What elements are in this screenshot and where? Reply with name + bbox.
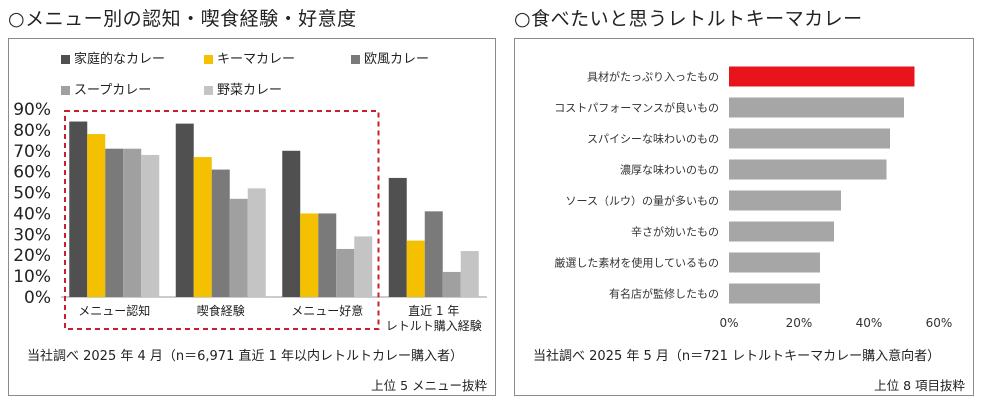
left-category-label-1: 喫食経験 bbox=[197, 303, 245, 318]
left-y-tick-5: 50% bbox=[13, 184, 51, 204]
legend-item-0: 家庭的なカレー bbox=[61, 48, 165, 67]
right-category-label-1: コストパフォーマンスが良いもの bbox=[554, 101, 719, 115]
left-chart-title: ○メニュー別の認知・喫食経験・好意度 bbox=[8, 8, 357, 30]
left-category-label-3: 直近 1 年 bbox=[408, 304, 459, 318]
right-category-label-0: 具材がたっぷり入ったもの bbox=[587, 70, 719, 84]
legend-item-3: スープカレー bbox=[61, 79, 151, 98]
legend-swatch-0 bbox=[61, 55, 70, 64]
left-bar-2-3 bbox=[336, 248, 355, 297]
left-bar-3-4 bbox=[460, 251, 479, 297]
right-bar-1 bbox=[729, 97, 904, 118]
left-bar-1-1 bbox=[193, 157, 212, 297]
legend-item-1: キーマカレー bbox=[204, 48, 295, 67]
right-bar-5 bbox=[729, 221, 834, 242]
legend-swatch-3 bbox=[61, 86, 70, 95]
right-x-tick-2: 40% bbox=[856, 316, 883, 330]
left-bar-2-2 bbox=[318, 213, 337, 297]
right-category-label-6: 厳選した素材を使用しているもの bbox=[554, 256, 719, 270]
right-category-label-3: 濃厚な味わいのもの bbox=[620, 163, 719, 177]
left-y-tick-1: 10% bbox=[13, 267, 51, 287]
right-bar-4 bbox=[729, 190, 841, 211]
left-category-label-0: メニュー認知 bbox=[78, 303, 150, 318]
legend-item-2: 欧風カレー bbox=[351, 48, 429, 67]
legend-swatch-4 bbox=[204, 86, 213, 95]
legend-item-4: 野菜カレー bbox=[204, 79, 282, 98]
left-source-note: 上位 5 メニュー抜粋 bbox=[371, 378, 487, 393]
right-category-label-2: スパイシーな味わいのもの bbox=[587, 133, 719, 146]
highlight-box bbox=[64, 110, 380, 330]
right-chart-title: ○食べたいと思うレトルトキーマカレー bbox=[514, 8, 863, 30]
right-category-label-7: 有名店が監修したもの bbox=[609, 287, 719, 301]
legend-label-4: 野菜カレー bbox=[217, 83, 283, 98]
right-footnote: 当社調べ 2025 年 5 月（n＝721 レトルトキーマカレー購入意向者） bbox=[533, 349, 941, 364]
right-source-note: 上位 8 項目抜粋 bbox=[874, 378, 965, 393]
legend-swatch-2 bbox=[351, 55, 360, 64]
legend-label-2: 欧風カレー bbox=[364, 52, 430, 67]
left-y-tick-6: 60% bbox=[13, 163, 51, 183]
left-footnote: 当社調べ 2025 年 4 月（n＝6,971 直近 1 年以内レトルトカレー購… bbox=[27, 349, 464, 364]
left-chart-panel: 家庭的なカレー キーマカレー 欧風カレー スープカレー 野菜カレー 0% 10% 2… bbox=[8, 38, 496, 396]
right-bar-3 bbox=[729, 159, 887, 180]
right-x-tick-3: 60% bbox=[926, 316, 953, 330]
right-bar-2 bbox=[729, 128, 890, 149]
left-bar-1-2 bbox=[211, 169, 230, 297]
left-bar-3-1 bbox=[406, 240, 425, 297]
right-category-label-4: ソース（ルウ）の量が多いもの bbox=[566, 194, 719, 208]
right-bar-7 bbox=[729, 283, 820, 304]
left-bar-0-3 bbox=[123, 148, 142, 297]
left-bar-1-3 bbox=[229, 198, 248, 297]
right-bar-6 bbox=[729, 252, 820, 273]
left-y-tick-9: 90% bbox=[13, 100, 51, 120]
left-bar-0-0 bbox=[69, 121, 88, 298]
left-bar-1-4 bbox=[247, 188, 266, 297]
legend-label-0: 家庭的なカレー bbox=[74, 52, 166, 67]
right-category-label-5: 辛さが効いたもの bbox=[631, 225, 719, 239]
left-bar-0-4 bbox=[141, 154, 160, 297]
left-y-tick-2: 20% bbox=[13, 246, 51, 266]
left-bar-3-2 bbox=[424, 211, 443, 297]
right-bar-0 bbox=[729, 66, 915, 87]
left-bar-0-1 bbox=[87, 134, 106, 297]
right-bar-chart: 具材がたっぷり入ったものコストパフォーマンスが良いものスパイシーな味わいのもの濃… bbox=[554, 66, 953, 330]
legend-swatch-1 bbox=[204, 55, 213, 64]
left-bar-3-3 bbox=[442, 271, 461, 297]
left-category-label-3-line1: レトルト購入経験 bbox=[386, 318, 482, 333]
left-bar-chart: 0%10%20%30%40%50%60%70%80%90% メニュー認知 喫食経験 メ… bbox=[13, 100, 487, 333]
left-y-tick-7: 70% bbox=[13, 142, 51, 162]
left-bar-0-2 bbox=[105, 148, 124, 297]
left-category-label-2: メニュー好意 bbox=[291, 303, 363, 318]
left-bar-2-4 bbox=[354, 236, 373, 297]
left-y-tick-3: 30% bbox=[13, 225, 51, 245]
right-chart-panel: 具材がたっぷり入ったものコストパフォーマンスが良いものスパイシーな味わいのもの濃… bbox=[514, 38, 974, 396]
right-x-tick-0: 0% bbox=[719, 316, 738, 330]
left-y-tick-0: 0% bbox=[24, 288, 51, 308]
left-bar-1-0 bbox=[175, 123, 194, 297]
legend-label-1: キーマカレー bbox=[217, 52, 296, 67]
left-bar-3-0 bbox=[388, 177, 407, 297]
left-y-tick-8: 80% bbox=[13, 121, 51, 141]
left-bar-2-0 bbox=[282, 150, 301, 297]
left-y-tick-4: 40% bbox=[13, 204, 51, 224]
left-bar-2-1 bbox=[300, 213, 319, 297]
legend-label-3: スープカレー bbox=[74, 83, 152, 98]
right-x-tick-1: 20% bbox=[786, 316, 813, 330]
